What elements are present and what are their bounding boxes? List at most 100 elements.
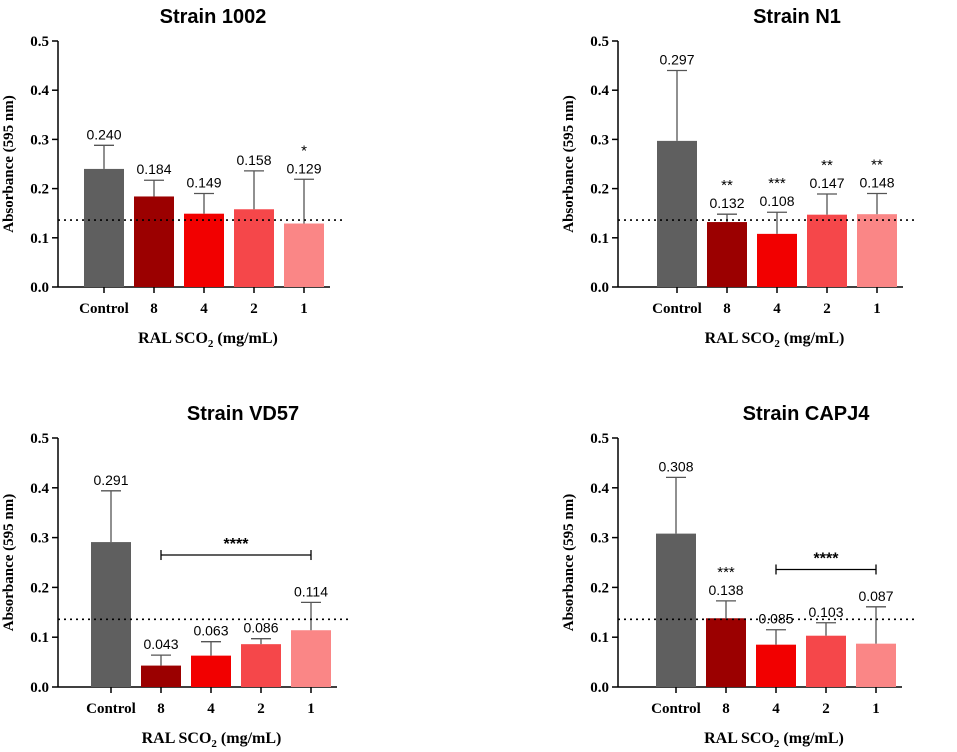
bar-8: [707, 222, 747, 287]
data-label: 0.043: [143, 636, 178, 652]
data-label: 0.132: [709, 195, 744, 211]
data-label: 0.108: [759, 193, 794, 209]
x-tick-label: 8: [150, 301, 158, 317]
chart-title: Strain VD57: [187, 403, 299, 425]
y-tick-label: 0.1: [590, 630, 609, 646]
x-tick-label: 2: [823, 301, 831, 317]
data-label: 0.184: [136, 161, 171, 177]
x-tick-label: 8: [723, 301, 731, 317]
chart-panel-1: Strain 1002 0.0 0.1 0.2 0.3 0.4 0.5 Absorbance …: [1, 6, 344, 350]
data-label: 0.063: [193, 623, 228, 639]
y-tick-label: 0.1: [30, 630, 49, 646]
bar-1: [291, 630, 331, 687]
data-label: 0.291: [93, 472, 128, 488]
bar-8: [706, 618, 746, 687]
significance-marker: **: [871, 157, 883, 174]
y-tick-label: 0.0: [30, 680, 49, 696]
data-label: 0.114: [294, 583, 328, 599]
y-tick-label: 0.2: [590, 182, 609, 198]
y-tick-label: 0.0: [590, 680, 609, 696]
bar-2: [241, 644, 281, 687]
y-tick-label: 0.4: [30, 83, 49, 99]
x-tick-label: 2: [250, 301, 258, 317]
x-axis-label-main: RAL SCO: [704, 730, 774, 747]
y-tick-label: 0.3: [30, 132, 49, 148]
x-axis-label: RAL SCO2 (mg/mL): [704, 730, 844, 750]
chart-title: Strain N1: [753, 6, 841, 28]
bar-1: [856, 643, 896, 687]
data-label: 0.086: [243, 620, 278, 636]
significance-marker: **: [821, 157, 833, 174]
x-tick-label: 4: [772, 701, 780, 717]
x-axis-label-subscript: 2: [208, 338, 214, 350]
x-axis-label: RAL SCO2 (mg/mL): [142, 730, 282, 750]
x-tick-label: 4: [773, 301, 781, 317]
x-axis-label-main: RAL SCO: [138, 330, 208, 347]
y-axis-label: Absorbance (595 nm): [1, 95, 17, 233]
x-axis-label-unit: (mg/mL): [213, 330, 277, 347]
y-tick-label: 0.3: [590, 132, 609, 148]
x-axis-label-main: RAL SCO: [142, 730, 212, 747]
bar-2: [806, 635, 846, 687]
x-axis-label-unit: (mg/mL): [780, 330, 844, 347]
y-tick-label: 0.2: [30, 182, 49, 198]
x-tick-label: Control: [652, 301, 702, 317]
y-axis-label: Absorbance (595 nm): [561, 494, 577, 632]
bracket-label: ****: [814, 550, 840, 567]
x-axis-label-subscript: 2: [211, 738, 217, 750]
significance-marker: ***: [768, 175, 786, 192]
significance-marker: **: [721, 177, 733, 194]
significance-marker: ***: [717, 564, 735, 581]
x-tick-label: 1: [872, 701, 880, 717]
bar-8: [134, 196, 174, 287]
x-tick-label: 4: [200, 301, 208, 317]
bar-1: [857, 214, 897, 287]
bar-4: [191, 655, 231, 687]
significance-marker: *: [301, 142, 307, 159]
y-tick-label: 0.1: [590, 231, 609, 247]
x-axis-label: RAL SCO2 (mg/mL): [138, 330, 278, 350]
x-axis-label-main: RAL SCO: [705, 330, 775, 347]
data-label: 0.147: [809, 175, 844, 191]
data-label: 0.103: [808, 604, 843, 620]
x-axis-label-unit: (mg/mL): [779, 730, 843, 747]
bar-4: [184, 213, 224, 287]
y-tick-label: 0.4: [590, 83, 609, 99]
y-tick-label: 0.1: [30, 231, 49, 247]
x-tick-label: 4: [207, 701, 215, 717]
y-tick-label: 0.4: [30, 481, 49, 497]
y-tick-label: 0.2: [590, 580, 609, 596]
bar-4: [757, 233, 797, 287]
chart-panel-2: Strain N1 0.0 0.1 0.2 0.3 0.4 0.5 Absorbance (5…: [561, 6, 917, 350]
y-tick-label: 0.3: [30, 531, 49, 547]
data-label: 0.138: [708, 582, 743, 598]
y-tick-label: 0.5: [30, 34, 49, 50]
data-label: 0.148: [859, 175, 894, 191]
chart-panel-3: Strain VD57 0.0 0.1 0.2 0.3 0.4 0.5 Absorbance …: [1, 403, 351, 750]
bracket-label: ****: [224, 536, 250, 553]
data-label: 0.240: [86, 126, 121, 142]
x-tick-label: Control: [86, 701, 136, 717]
y-axis-label: Absorbance (595 nm): [1, 494, 17, 632]
y-tick-label: 0.4: [590, 481, 609, 497]
bar-1: [284, 223, 324, 287]
bar-2: [234, 209, 274, 287]
x-tick-label: 8: [157, 701, 165, 717]
data-label: 0.149: [186, 175, 221, 191]
data-label: 0.085: [758, 611, 793, 627]
x-tick-label: Control: [651, 701, 701, 717]
data-label: 0.158: [236, 152, 271, 168]
chart-title: Strain 1002: [160, 6, 267, 28]
x-tick-label: 2: [822, 701, 830, 717]
bar-Control: [91, 542, 131, 687]
x-tick-label: 2: [257, 701, 265, 717]
data-label: 0.087: [858, 588, 893, 604]
x-tick-label: Control: [79, 301, 129, 317]
y-tick-label: 0.2: [30, 580, 49, 596]
y-tick-label: 0.3: [590, 531, 609, 547]
y-tick-label: 0.0: [590, 280, 609, 296]
data-label: 0.129: [286, 160, 321, 176]
chart-title: Strain CAPJ4: [743, 403, 871, 425]
bar-Control: [84, 168, 124, 287]
